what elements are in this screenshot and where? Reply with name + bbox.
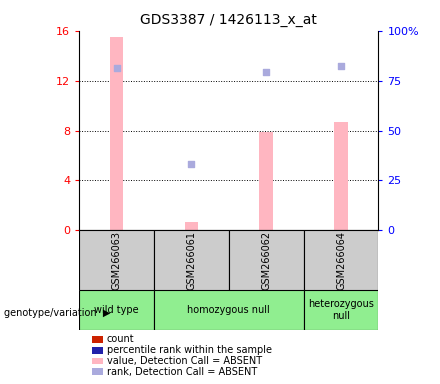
Text: rank, Detection Call = ABSENT: rank, Detection Call = ABSENT [107,367,257,377]
Text: homozygous null: homozygous null [187,305,270,315]
Bar [79,290,154,330]
Text: count: count [107,334,135,344]
Text: value, Detection Call = ABSENT: value, Detection Call = ABSENT [107,356,262,366]
Bar [229,230,304,290]
Bar [260,132,273,230]
Text: wild type: wild type [94,305,139,315]
Text: percentile rank within the sample: percentile rank within the sample [107,345,272,355]
Point [337,63,345,69]
Point [113,65,120,71]
Bar [154,230,229,290]
Text: heterozygous
null: heterozygous null [308,299,374,321]
Bar [79,230,154,290]
Bar [110,37,123,230]
Text: GSM266062: GSM266062 [261,231,271,290]
Bar [304,290,378,330]
Bar [334,122,348,230]
Point [188,161,195,167]
Text: GSM266063: GSM266063 [112,231,121,290]
Bar [304,230,378,290]
Point [263,69,270,75]
Text: GSM266064: GSM266064 [336,231,346,290]
Text: GSM266061: GSM266061 [187,231,196,290]
Text: genotype/variation  ▶: genotype/variation ▶ [4,308,111,318]
Bar [185,222,198,230]
Bar [154,290,304,330]
Title: GDS3387 / 1426113_x_at: GDS3387 / 1426113_x_at [140,13,317,27]
